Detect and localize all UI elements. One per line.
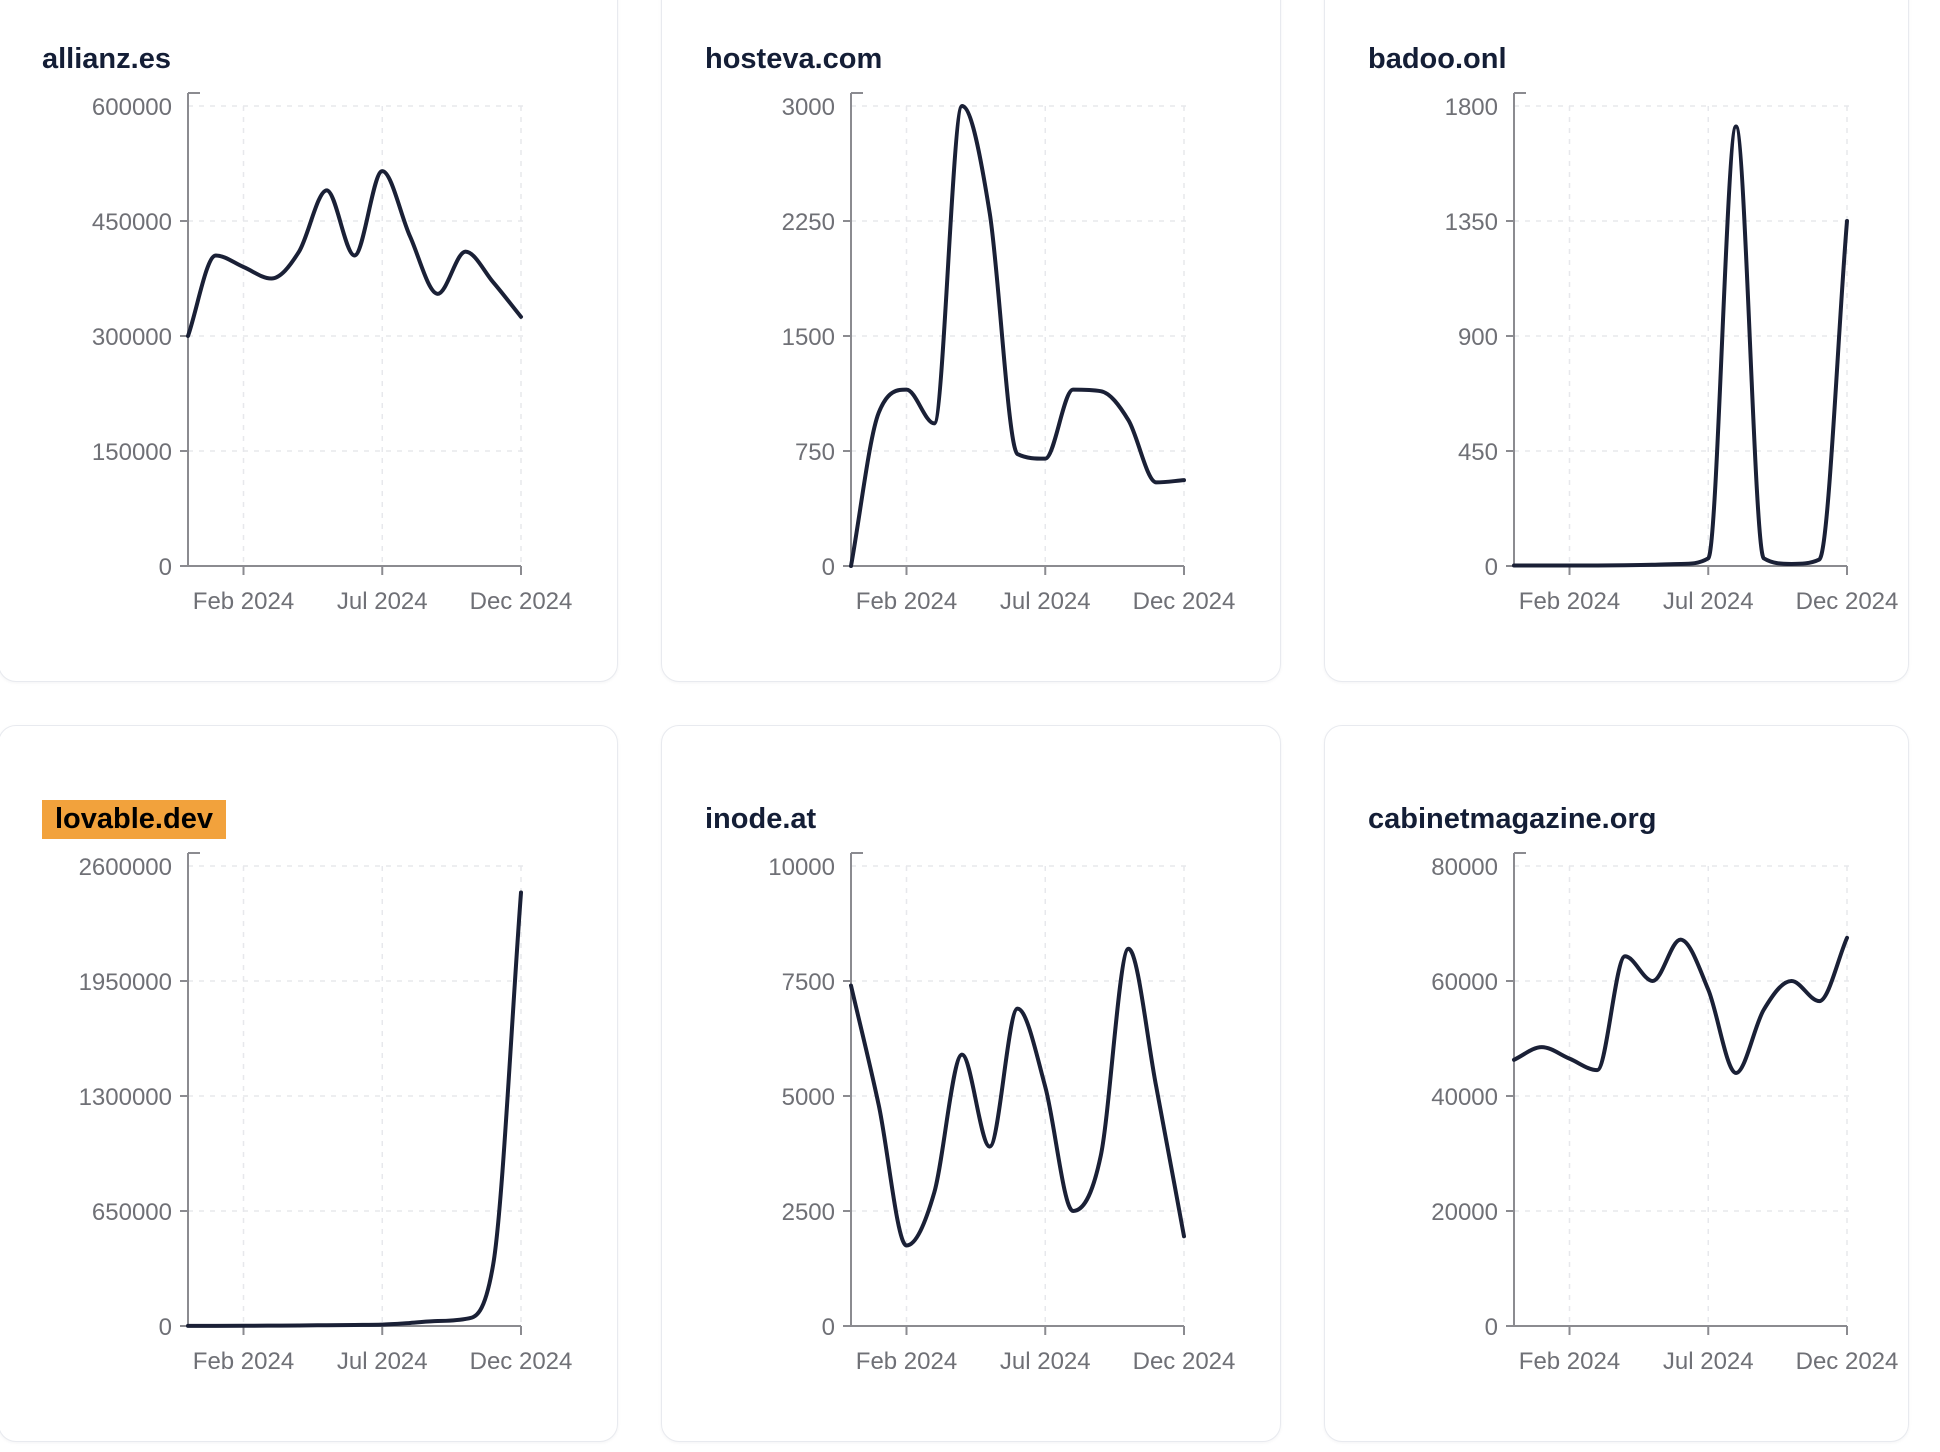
domain-title: badoo.onl [1368,43,1507,76]
domain-title: cabinetmagazine.org [1368,803,1657,836]
domain-card-lovable: lovable.dev 0 650000 1300000 1950000 2600000… [0,725,618,1442]
card-title: inode.at [705,800,816,839]
y-tick-label: 10000 [768,854,835,881]
x-tick-label: Feb 2024 [193,588,294,615]
y-tick-label: 40000 [1431,1084,1498,1111]
y-tick-label: 80000 [1431,854,1498,881]
y-tick-label: 2500 [782,1199,835,1226]
domain-title: allianz.es [42,43,171,76]
y-tick-label: 900 [1458,324,1498,351]
x-tick-label: Feb 2024 [1519,588,1620,615]
x-tick-label: Feb 2024 [193,1348,294,1375]
traffic-line [849,946,1186,1248]
y-tick-label: 150000 [92,439,172,466]
x-tick-label: Jul 2024 [1663,1348,1754,1375]
x-tick-label: Dec 2024 [1796,1348,1899,1375]
tick-labels: 0 20000 40000 60000 80000 Feb 2024 Jul 2024 Dec… [1431,854,1898,1375]
card-title: lovable.dev [42,800,226,840]
traffic-line [1512,124,1849,568]
y-tick-label: 1300000 [79,1084,172,1111]
y-tick-label: 750 [795,439,835,466]
y-tick-label: 650000 [92,1199,172,1226]
tick-labels: 0 150000 300000 450000 600000 Feb 2024 Jul 202… [92,94,572,615]
gridlines [1514,105,1853,566]
y-tick-label: 0 [159,1314,172,1341]
card-title: hosteva.com [705,40,882,79]
domain-card-cabinetmagazine: cabinetmagazine.org 0 20000 40000 60000 8000… [1324,725,1909,1442]
x-tick-label: Feb 2024 [856,1348,957,1375]
y-tick-label: 20000 [1431,1199,1498,1226]
tick-labels: 0 750 1500 2250 3000 Feb 2024 Jul 2024 Dec 2024 [782,94,1236,615]
axes [843,92,1185,575]
x-tick-label: Feb 2024 [1519,1348,1620,1375]
traffic-line [186,890,523,1328]
y-tick-label: 1950000 [79,969,172,996]
gridlines [851,865,1190,1326]
x-tick-label: Jul 2024 [1000,1348,1091,1375]
axes [1506,92,1848,575]
x-tick-label: Feb 2024 [856,588,957,615]
axes [1506,852,1848,1335]
card-title: allianz.es [42,40,171,79]
x-tick-label: Dec 2024 [1796,588,1899,615]
domain-title: inode.at [705,803,817,836]
y-tick-label: 0 [1485,1314,1498,1341]
y-tick-label: 5000 [782,1084,835,1111]
tick-labels: 0 650000 1300000 1950000 2600000 Feb 2024 Jul … [79,854,573,1375]
domain-card-hosteva: hosteva.com 0 750 1500 2250 3000 Feb 2024 Jul … [661,0,1281,682]
y-tick-label: 300000 [92,324,172,351]
y-tick-label: 2250 [782,209,835,236]
domain-card-allianz: allianz.es 0 150000 300000 450000 600000 Feb … [0,0,618,682]
axes [180,92,522,575]
gridlines [1514,865,1853,1326]
y-tick-label: 450 [1458,439,1498,466]
gridlines [188,105,527,566]
axes [843,852,1185,1335]
traffic-line-chart: 0 2500 5000 7500 10000 Feb 2024 Jul 2024 Dec 20… [768,852,1235,1375]
axes [180,852,522,1335]
y-tick-label: 0 [1485,554,1498,581]
traffic-dashboard: allianz.es 0 150000 300000 450000 600000 Feb … [0,0,1909,1442]
y-tick-label: 2600000 [79,854,172,881]
y-tick-label: 0 [822,554,835,581]
y-tick-label: 600000 [92,94,172,121]
gridlines [851,105,1190,566]
y-tick-label: 60000 [1431,969,1498,996]
card-title: badoo.onl [1368,40,1507,79]
traffic-line-chart: 0 150000 300000 450000 600000 Feb 2024 Jul 202… [92,92,572,615]
card-title: cabinetmagazine.org [1368,800,1656,839]
gridlines [188,865,527,1326]
y-tick-label: 0 [159,554,172,581]
tick-labels: 0 2500 5000 7500 10000 Feb 2024 Jul 2024 Dec 20… [768,854,1235,1375]
y-tick-label: 1350 [1445,209,1498,236]
y-tick-label: 450000 [92,209,172,236]
traffic-line [849,104,1186,568]
x-tick-label: Dec 2024 [1133,1348,1236,1375]
y-tick-label: 3000 [782,94,835,121]
traffic-line-chart: 0 450 900 1350 1800 Feb 2024 Jul 2024 Dec 2024 [1445,92,1899,615]
traffic-line [186,169,523,338]
traffic-line-chart: 0 650000 1300000 1950000 2600000 Feb 2024 Jul … [79,852,573,1375]
traffic-line-chart: 0 750 1500 2250 3000 Feb 2024 Jul 2024 Dec 2024 [782,92,1236,615]
traffic-line-chart: 0 20000 40000 60000 80000 Feb 2024 Jul 2024 Dec… [1431,852,1898,1375]
x-tick-label: Jul 2024 [337,588,428,615]
traffic-line [1512,935,1849,1075]
x-tick-label: Jul 2024 [1663,588,1754,615]
x-tick-label: Dec 2024 [470,1348,573,1375]
x-tick-label: Jul 2024 [337,1348,428,1375]
y-tick-label: 0 [822,1314,835,1341]
y-tick-label: 7500 [782,969,835,996]
x-tick-label: Dec 2024 [1133,588,1236,615]
y-tick-label: 1800 [1445,94,1498,121]
x-tick-label: Jul 2024 [1000,588,1091,615]
tick-labels: 0 450 900 1350 1800 Feb 2024 Jul 2024 Dec 2024 [1445,94,1899,615]
x-tick-label: Dec 2024 [470,588,573,615]
domain-card-inode: inode.at 0 2500 5000 7500 10000 Feb 2024 Jul 2… [661,725,1281,1442]
domain-title-highlighted: lovable.dev [42,800,226,840]
y-tick-label: 1500 [782,324,835,351]
domain-title: hosteva.com [705,43,883,76]
domain-card-badoo: badoo.onl 0 450 900 1350 1800 Feb 2024 Jul 202… [1324,0,1909,682]
